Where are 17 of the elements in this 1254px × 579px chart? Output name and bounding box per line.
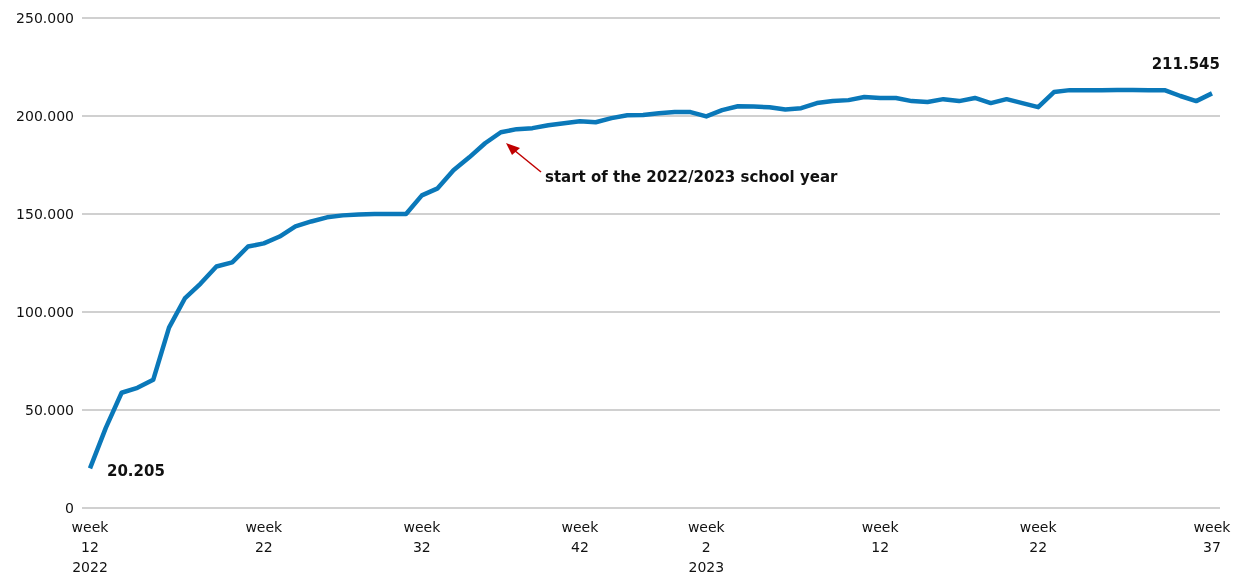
x-tick-label: week 12 — [861, 519, 900, 555]
y-tick-label: 100.000 — [16, 303, 74, 320]
x-tick-label: week 22 — [1019, 519, 1058, 555]
annotation: start of the 2022/2023 school year — [545, 168, 838, 186]
y-tick-label: 200.000 — [16, 107, 74, 124]
y-tick-label: 250.000 — [16, 9, 74, 26]
y-tick-label: 50.000 — [25, 401, 74, 418]
x-tick-label: week 37 — [1193, 519, 1232, 555]
data-label: 20.205 — [107, 462, 165, 481]
x-tick-label: week 42 — [561, 519, 600, 555]
x-tick-label: week 22 — [245, 519, 284, 555]
x-tick-label: week 2 2023 — [687, 519, 726, 575]
x-tick-label: week 12 2022 — [71, 519, 110, 575]
y-tick-label: 0 — [65, 499, 74, 516]
data-label: 211.545 — [1151, 55, 1220, 74]
x-tick-label: week 32 — [403, 519, 442, 555]
y-tick-label: 150.000 — [16, 205, 74, 222]
